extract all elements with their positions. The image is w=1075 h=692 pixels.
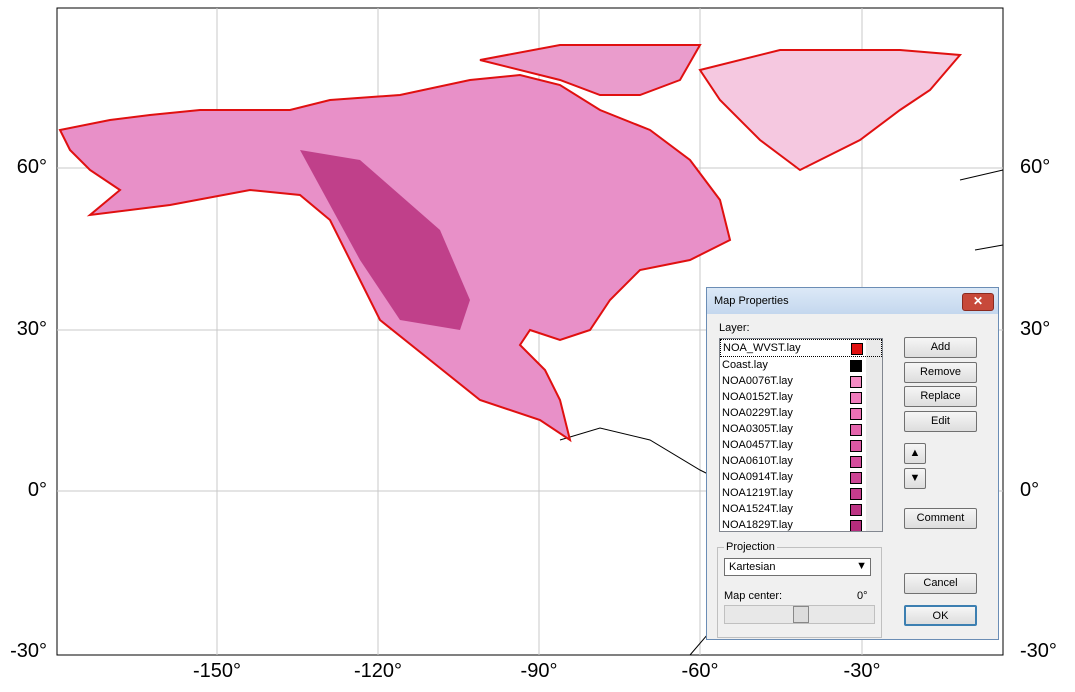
layer-color <box>850 392 862 404</box>
projection-value: Kartesian <box>729 561 776 573</box>
layer-row[interactable]: NOA0305T.lay <box>720 421 882 437</box>
add-button[interactable]: Add <box>904 337 977 358</box>
title-bar: Map Properties ✕ <box>707 288 998 314</box>
lat-label: 60° <box>1020 156 1051 178</box>
layer-row[interactable]: NOA0076T.lay <box>720 373 882 389</box>
layer-color <box>850 360 862 372</box>
layer-row[interactable]: NOA0457T.lay <box>720 437 882 453</box>
layer-name: NOA1829T.lay <box>722 519 793 531</box>
layer-name: NOA0914T.lay <box>722 471 793 483</box>
layer-label: Layer: <box>719 322 750 334</box>
up-button[interactable]: ▲ <box>904 443 926 464</box>
layer-name: NOA0076T.lay <box>722 375 793 387</box>
map-center-slider[interactable] <box>724 605 875 624</box>
close-button[interactable]: ✕ <box>962 293 994 311</box>
layer-color <box>850 488 862 500</box>
layer-name: NOA1219T.lay <box>722 487 793 499</box>
projection-select[interactable]: Kartesian ▼ <box>724 558 871 576</box>
lon-label: -150° <box>192 660 242 682</box>
greenland <box>698 49 963 172</box>
layer-name: NOA_WVST.lay <box>723 342 801 354</box>
cancel-button[interactable]: Cancel <box>904 573 977 594</box>
layer-row[interactable]: NOA0152T.lay <box>720 389 882 405</box>
layer-color <box>851 343 863 355</box>
remove-button[interactable]: Remove <box>904 362 977 383</box>
layer-row[interactable]: NOA0610T.lay <box>720 453 882 469</box>
layer-color <box>850 520 862 531</box>
layer-color <box>850 472 862 484</box>
layer-name: Coast.lay <box>722 359 768 371</box>
map-center-label: Map center: <box>724 590 783 602</box>
dialog: Map Properties ✕ Layer: NOA_WVST.lay Coast… <box>706 287 999 640</box>
layer-color <box>850 376 862 388</box>
lat-label: -30° <box>1020 640 1057 662</box>
layer-name: NOA0229T.lay <box>722 407 793 419</box>
lon-label: -60° <box>681 660 719 682</box>
layer-color <box>850 504 862 516</box>
down-button[interactable]: ▼ <box>904 468 926 489</box>
comment-button[interactable]: Comment <box>904 508 977 529</box>
dialog-title: Map Properties <box>714 295 789 307</box>
arctic-islands <box>479 44 702 96</box>
layer-row[interactable]: NOA1524T.lay <box>720 501 882 517</box>
lat-label: 0° <box>1020 479 1040 501</box>
lon-label: -120° <box>353 660 403 682</box>
lon-label: -30° <box>843 660 881 682</box>
layer-color <box>850 424 862 436</box>
layer-row[interactable]: NOA1829T.lay <box>720 517 882 531</box>
layer-name: NOA0457T.lay <box>722 439 793 451</box>
layer-row[interactable]: NOA0914T.lay <box>720 469 882 485</box>
layer-name: NOA1524T.lay <box>722 503 793 515</box>
layer-color <box>850 440 862 452</box>
edit-button[interactable]: Edit <box>904 411 977 432</box>
ok-button[interactable]: OK <box>904 605 977 626</box>
lon-label: -90° <box>520 660 558 682</box>
mountains <box>300 150 470 330</box>
lat-label: 30° <box>1020 318 1051 340</box>
layer-row[interactable]: NOA_WVST.lay <box>720 339 882 357</box>
layer-row[interactable]: NOA0229T.lay <box>720 405 882 421</box>
layer-name: NOA0305T.lay <box>722 423 793 435</box>
lat-label: 30° <box>16 318 47 340</box>
projection-group <box>717 547 882 638</box>
lat-label: -30° <box>10 640 47 662</box>
map-center-value: 0° <box>857 590 868 602</box>
layer-name: NOA0610T.lay <box>722 455 793 467</box>
layer-name: NOA0152T.lay <box>722 391 793 403</box>
lat-label: 0° <box>27 479 47 501</box>
layer-color <box>850 456 862 468</box>
scrollbar[interactable] <box>866 339 882 531</box>
replace-button[interactable]: Replace <box>904 386 977 407</box>
layer-color <box>850 408 862 420</box>
layer-row[interactable]: NOA1219T.lay <box>720 485 882 501</box>
layer-row[interactable]: Coast.lay <box>720 357 882 373</box>
lat-label: 60° <box>16 156 47 178</box>
projection-label: Projection <box>724 541 777 553</box>
layer-list[interactable]: NOA_WVST.lay Coast.lay NOA0076T.lay NOA0152… <box>719 338 883 532</box>
